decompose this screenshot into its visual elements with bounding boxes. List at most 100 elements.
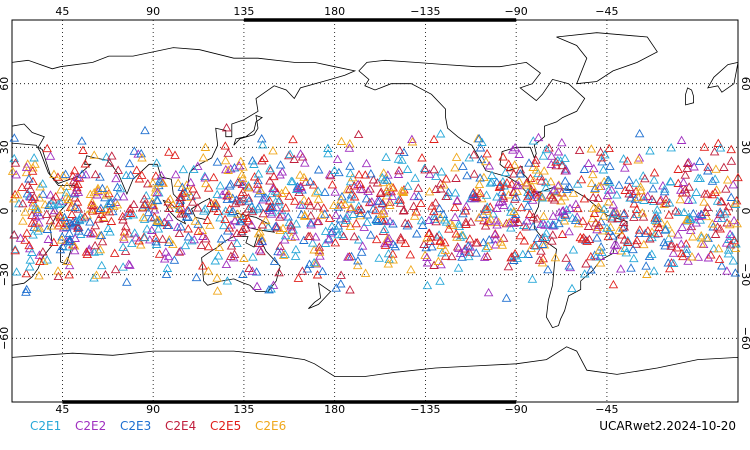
- observation-marker: [522, 216, 532, 225]
- observation-marker: [314, 247, 325, 256]
- observation-marker: [366, 168, 376, 178]
- observation-marker: [463, 241, 473, 250]
- observation-marker: [547, 219, 558, 229]
- observation-marker: [105, 198, 116, 207]
- observation-marker: [398, 206, 409, 215]
- observation-marker: [87, 206, 98, 215]
- observation-marker: [534, 255, 545, 264]
- observation-marker: [435, 236, 445, 245]
- observation-marker: [655, 196, 665, 205]
- observation-marker: [728, 256, 739, 265]
- observation-marker: [200, 142, 211, 151]
- observation-marker: [630, 194, 641, 203]
- observation-marker: [337, 191, 347, 201]
- top-lon-tick-label: 135: [233, 5, 254, 18]
- observation-marker: [457, 252, 467, 261]
- observation-marker: [554, 207, 564, 217]
- observation-marker: [198, 152, 209, 162]
- observation-marker: [354, 169, 364, 179]
- observation-marker: [450, 202, 460, 212]
- observation-marker: [336, 136, 347, 145]
- observation-marker: [693, 173, 703, 182]
- observation-marker: [503, 261, 514, 271]
- observation-marker: [97, 236, 108, 246]
- observation-marker: [722, 266, 732, 275]
- observation-marker: [481, 156, 491, 166]
- observation-marker: [568, 245, 579, 254]
- observation-marker: [257, 155, 267, 165]
- observation-marker: [342, 184, 353, 194]
- observation-marker: [173, 178, 183, 187]
- observation-marker: [57, 196, 68, 205]
- observation-marker: [413, 191, 424, 200]
- observation-marker: [557, 229, 568, 238]
- observation-marker: [509, 187, 519, 197]
- observation-marker: [602, 223, 612, 232]
- observation-marker: [500, 167, 511, 177]
- observation-marker: [288, 134, 298, 144]
- observation-marker: [528, 162, 538, 171]
- observation-marker: [69, 241, 80, 250]
- observation-marker: [53, 220, 64, 230]
- observation-marker: [617, 230, 627, 239]
- observation-marker: [185, 177, 196, 187]
- observation-marker: [483, 241, 493, 250]
- observation-marker: [661, 198, 671, 207]
- observation-marker: [217, 190, 228, 199]
- observation-marker: [59, 212, 70, 222]
- bottom-lon-tick-label: 90: [146, 403, 160, 416]
- observation-marker: [548, 230, 558, 239]
- observation-marker: [238, 224, 248, 233]
- observation-marker: [474, 179, 485, 189]
- observation-marker: [178, 164, 189, 174]
- observation-marker: [694, 156, 705, 166]
- observation-marker: [72, 182, 82, 192]
- observation-marker: [351, 218, 361, 228]
- observation-marker: [53, 271, 64, 281]
- observation-marker: [465, 242, 475, 251]
- observation-marker: [543, 264, 553, 274]
- observation-marker: [230, 198, 241, 208]
- observation-marker: [670, 206, 681, 215]
- observation-marker: [441, 217, 452, 226]
- observation-marker: [624, 175, 634, 184]
- observation-marker: [510, 248, 520, 258]
- observation-marker: [592, 222, 602, 231]
- observation-marker: [13, 190, 23, 199]
- observation-marker: [264, 284, 274, 294]
- observation-marker: [607, 213, 617, 223]
- observation-marker: [313, 194, 324, 203]
- observation-marker: [143, 178, 153, 188]
- observation-marker: [557, 160, 567, 170]
- observation-marker: [430, 197, 441, 207]
- observation-marker: [439, 215, 450, 224]
- observation-marker: [355, 210, 365, 220]
- observation-marker: [541, 228, 552, 237]
- observation-marker: [380, 240, 391, 249]
- observation-marker: [419, 239, 429, 249]
- observation-marker: [95, 172, 105, 181]
- observation-marker: [212, 157, 223, 166]
- observation-marker: [213, 251, 224, 260]
- observation-marker: [650, 213, 660, 222]
- observation-marker: [266, 209, 277, 218]
- observation-marker: [474, 133, 484, 143]
- observation-marker: [564, 226, 574, 236]
- observation-marker: [164, 234, 175, 244]
- observation-marker: [159, 254, 170, 263]
- observation-marker: [374, 253, 384, 262]
- bottom-lon-tick-label: −90: [505, 403, 528, 416]
- observation-marker: [396, 234, 406, 244]
- observation-marker: [499, 181, 509, 190]
- observation-marker: [535, 192, 546, 201]
- observation-marker: [267, 202, 278, 211]
- observation-marker: [509, 160, 520, 169]
- observation-marker: [35, 181, 45, 191]
- observation-marker: [21, 268, 32, 278]
- observation-marker: [45, 151, 56, 160]
- observation-marker: [521, 178, 532, 187]
- observation-marker: [608, 208, 619, 218]
- observation-marker: [69, 245, 80, 255]
- observation-marker: [183, 206, 194, 215]
- observation-marker: [498, 176, 508, 186]
